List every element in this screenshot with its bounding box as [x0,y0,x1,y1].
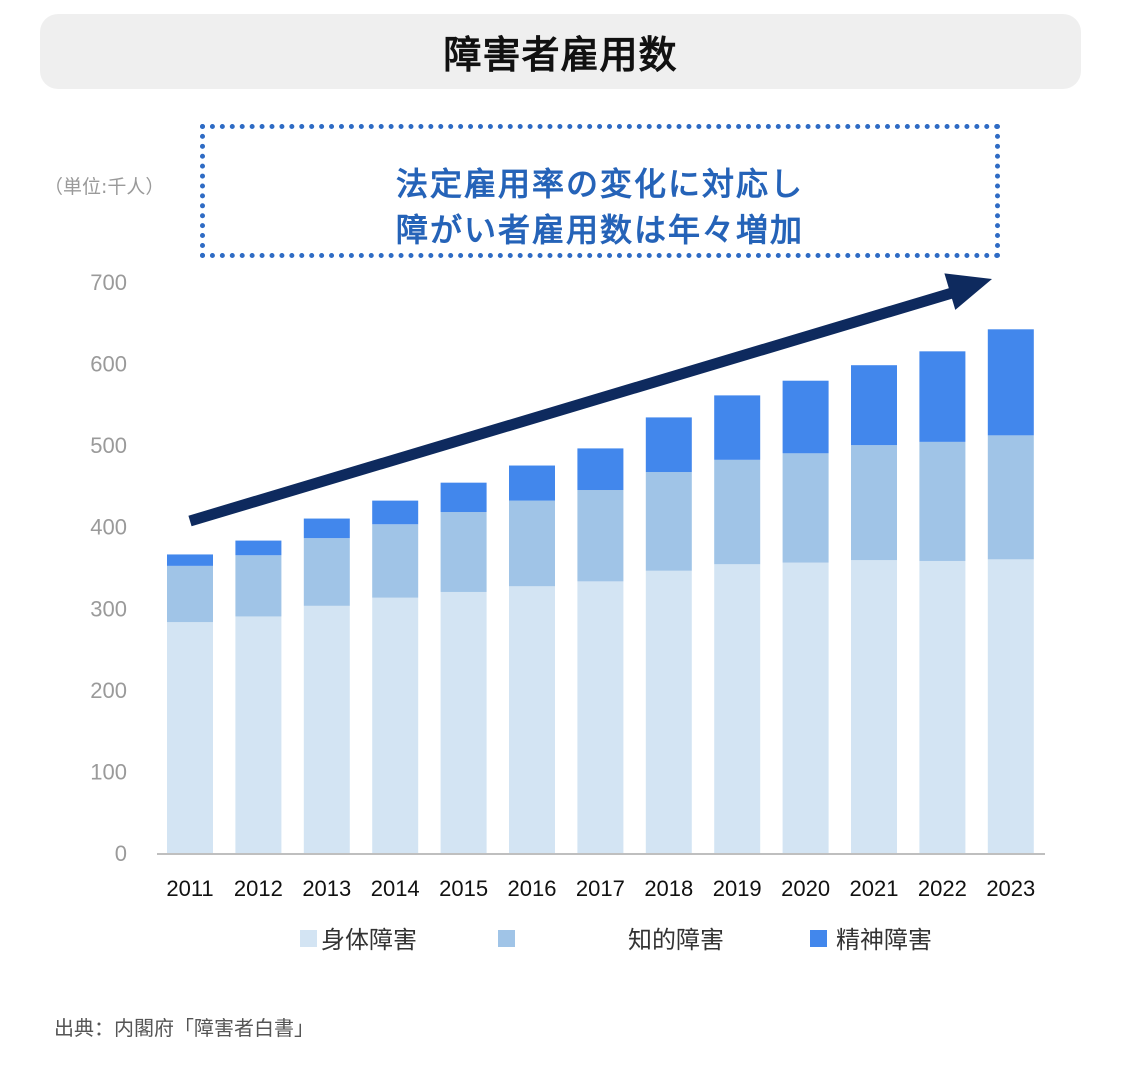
y-axis: 0 100 200 300 400 500 600 700 [90,270,127,866]
bar-segment [509,465,555,501]
x-tick-label: 2016 [508,876,557,901]
bar-segment [987,559,1034,853]
bar-segment [440,512,487,592]
callout-line-2: 障がい者雇用数は年々増加 [395,211,804,249]
source-note: 出典：内閣府「障害者白書」 [54,1016,314,1040]
x-axis: 2011 2012 2013 2014 2015 2016 2017 2018 2019 2020… [166,876,1035,901]
y-tick-label: 600 [90,352,127,377]
legend: 身体障害 知的障害 精神障害 [300,926,932,954]
bar-segment [919,441,966,561]
y-tick-label: 700 [90,270,127,295]
bar-segment [509,586,555,853]
trend-arrow-shaft [188,284,964,527]
x-tick-label: 2014 [371,876,420,901]
y-tick-label: 400 [90,515,127,540]
legend-swatch [300,930,317,947]
bar-segment [987,329,1034,436]
bar-segment [851,560,897,853]
callout-box: 法定雇用率の変化に対応し 障がい者雇用数は年々増加 [200,124,1000,258]
bar-segment [235,540,282,556]
bar-segment [714,564,761,853]
y-tick-label: 200 [90,678,127,703]
x-tick-label: 2020 [781,876,830,901]
bar-segment [303,538,350,606]
bar-segment [645,472,692,571]
x-tick-label: 2017 [576,876,625,901]
bar-segment [851,365,897,446]
bar-segment [645,417,692,473]
bar-segment [782,380,829,454]
x-tick-label: 2013 [302,876,351,901]
trend-arrow [188,273,992,527]
bar-segment [303,605,350,853]
y-tick-label: 0 [115,841,127,866]
bar-segment [782,453,829,563]
legend-swatch [810,930,827,947]
bar-segment [372,524,419,598]
bar-segment [303,518,350,539]
bar-segment [645,570,692,853]
callout-line-1: 法定雇用率の変化に対応し [395,165,804,203]
legend-label: 身体障害 [321,926,417,954]
x-tick-label: 2022 [918,876,967,901]
bar-segment [577,490,624,582]
bar-segment [167,622,213,853]
trend-arrow-head [944,273,992,310]
title-bar: 障害者雇用数 [40,14,1081,89]
bar-segment [782,562,829,853]
bar-segment [372,597,419,853]
x-tick-label: 2011 [166,876,213,901]
bar-segment [851,445,897,561]
x-tick-label: 2015 [439,876,488,901]
bars-group [167,329,1034,853]
bar-segment [577,448,624,491]
x-tick-label: 2012 [234,876,283,901]
bar-segment [440,482,487,513]
y-tick-label: 100 [90,759,127,784]
bar-segment [235,555,282,617]
bar-segment [167,554,213,566]
bar-segment [509,500,555,587]
bar-segment [714,395,761,460]
legend-label: 知的障害 [628,926,724,954]
bar-segment [577,581,624,853]
bar-segment [235,616,282,853]
x-tick-label: 2021 [850,876,899,901]
legend-swatch [498,930,515,947]
x-tick-label: 2018 [644,876,693,901]
y-tick-label: 500 [90,433,127,458]
bar-segment [919,560,966,853]
legend-label: 精神障害 [836,926,932,954]
bar-segment [167,565,213,623]
unit-label: （単位:千人） [44,176,165,198]
x-tick-label: 2019 [713,876,762,901]
x-tick-label: 2023 [986,876,1035,901]
bar-segment [919,351,966,442]
chart-title: 障害者雇用数 [443,33,678,77]
bar-segment [440,591,487,853]
y-tick-label: 300 [90,596,127,621]
bar-segment [372,500,419,525]
bar-segment [987,435,1034,560]
bar-segment [714,459,761,565]
